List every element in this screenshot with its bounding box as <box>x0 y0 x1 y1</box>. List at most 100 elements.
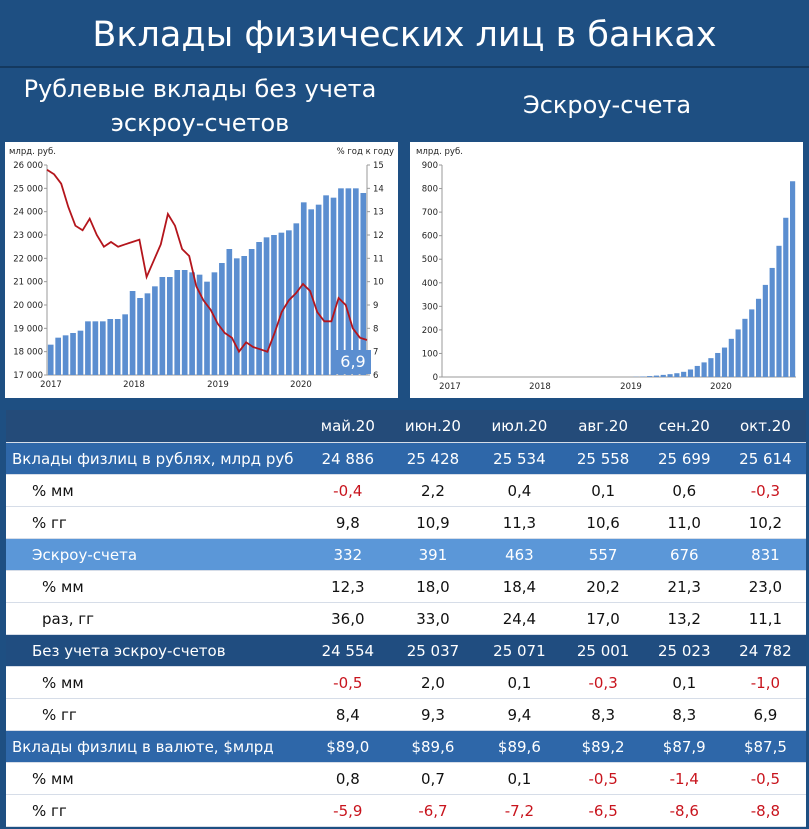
bar <box>248 249 255 375</box>
row-label: % гг <box>6 506 306 539</box>
month-header: авг.20 <box>562 410 644 443</box>
table-cell: -5,9 <box>306 794 390 827</box>
bar <box>174 270 181 375</box>
table-cell: $89,2 <box>562 730 644 763</box>
bar <box>776 245 782 377</box>
table-cell: 10,2 <box>724 506 806 539</box>
table-cell: 463 <box>476 538 563 571</box>
table-cell: 2,2 <box>389 474 477 507</box>
row-label: Без учета эскроу-счетов <box>6 634 306 667</box>
table-cell: 11,0 <box>643 506 725 539</box>
bar <box>660 374 666 377</box>
bar <box>694 365 700 377</box>
y-axis-unit: млрд. руб. <box>416 147 463 157</box>
escrow-chart: 0 100 200 300 400 500 600 700 800 900 млрд. руб. 20… <box>410 142 803 398</box>
bar <box>735 329 741 377</box>
latest-value-badge: 6,9 <box>335 350 371 374</box>
table-cell: 18,4 <box>476 570 563 603</box>
bar <box>114 319 121 375</box>
y2-tick-label: 8 <box>373 324 378 334</box>
y-tick-label: 18 000 <box>13 348 43 358</box>
table-row: Без учета эскроу-счетов 24 554 25 037 25 07… <box>6 634 806 667</box>
table-cell: $89,6 <box>389 730 477 763</box>
table-cell: -6,5 <box>562 794 644 827</box>
table-cell: 391 <box>389 538 477 571</box>
bar <box>107 319 114 375</box>
bar <box>219 263 225 375</box>
month-header: сен.20 <box>643 410 725 443</box>
table-row: Вклады физлиц в валюте, $млрд $89,0 $89,6 $… <box>6 730 806 763</box>
x-tick-label: 2019 <box>620 382 642 392</box>
y-tick-label: 23 000 <box>13 231 43 241</box>
bar <box>159 277 166 375</box>
table-cell: 25 534 <box>476 442 563 475</box>
table-cell: 10,6 <box>562 506 644 539</box>
y-tick-label: 17 000 <box>13 371 43 381</box>
bar <box>256 242 262 375</box>
table-cell: -0,4 <box>306 474 390 507</box>
table-cell: $87,9 <box>643 730 725 763</box>
escrow-chart-svg: 0 100 200 300 400 500 600 700 800 900 млрд. руб. 20… <box>416 147 796 392</box>
bar <box>263 237 270 375</box>
x-tick-label: 2017 <box>40 380 62 390</box>
row-label: Вклады физлиц в рублях, млрд руб <box>6 442 306 475</box>
y-tick-label: 20 000 <box>13 301 43 311</box>
y2-tick-label: 11 <box>373 254 384 264</box>
x-tick-label: 2020 <box>290 380 312 390</box>
bar <box>681 371 687 377</box>
table-cell: 36,0 <box>306 602 390 635</box>
y-tick-label: 26 000 <box>13 161 43 171</box>
bar <box>271 235 277 375</box>
table-cell: 8,4 <box>306 698 390 731</box>
y2-tick-label: 6 <box>373 371 378 381</box>
table-cell: $87,5 <box>724 730 806 763</box>
y-tick-label: 24 000 <box>13 208 43 218</box>
table-cell: 17,0 <box>562 602 644 635</box>
x-tick-label: 2020 <box>710 382 732 392</box>
y-tick-label: 22 000 <box>13 254 43 264</box>
y-tick-label: 0 <box>433 373 438 383</box>
y-tick-label: 25 000 <box>13 184 43 194</box>
bar <box>345 188 352 375</box>
y2-tick-label: 13 <box>373 208 384 218</box>
bar <box>152 286 158 375</box>
table-cell: 25 001 <box>562 634 644 667</box>
y-tick-label: 21 000 <box>13 278 43 288</box>
table-cell: 0,8 <box>306 762 390 795</box>
y2-tick-label: 15 <box>373 161 384 171</box>
table-cell: 18,0 <box>389 570 477 603</box>
table-row: % мм 0,8 0,7 0,1 -0,5 -1,4 -0,5 <box>6 762 806 795</box>
table-cell: 25 699 <box>643 442 725 475</box>
y2-axis-unit: % год к году <box>337 147 394 157</box>
subtitle-ruble-deposits: Рублевые вклады без учета эскроу-счетов <box>23 75 377 137</box>
table-cell: 12,3 <box>306 570 390 603</box>
table-cell: 0,6 <box>643 474 725 507</box>
bar <box>769 267 775 377</box>
page-title: Вклады физических лиц в банках <box>92 15 717 55</box>
table-cell: 25 558 <box>562 442 644 475</box>
table-cell: 24 554 <box>306 634 390 667</box>
row-label: раз, гг <box>6 602 306 635</box>
y-tick-label: 600 <box>422 232 438 242</box>
bar <box>204 281 210 375</box>
bar <box>647 376 653 377</box>
row-label: Эскроу-счета <box>6 538 306 571</box>
y-tick-label: 500 <box>422 255 438 265</box>
table-row: раз, гг 36,0 33,0 24,4 17,0 13,2 11,1 <box>6 602 806 635</box>
bar <box>708 358 714 377</box>
table-row: % гг -5,9 -6,7 -7,2 -6,5 -8,6 -8,8 <box>6 794 806 827</box>
row-label: % мм <box>6 570 306 603</box>
bar <box>701 362 707 377</box>
table-cell: -0,3 <box>562 666 644 699</box>
table-cell: 0,1 <box>476 762 563 795</box>
bar <box>715 352 721 377</box>
bar <box>77 330 84 375</box>
y2-tick-label: 9 <box>373 301 378 311</box>
y-tick-label: 19 000 <box>13 324 43 334</box>
ruble-deposits-chart-svg: 17 000 18 000 19 000 20 000 21 000 22 000 23 0… <box>9 147 394 390</box>
bar <box>99 321 106 375</box>
table-cell: 13,2 <box>643 602 725 635</box>
table-cell: 25 071 <box>476 634 563 667</box>
bar <box>323 195 329 375</box>
row-label: Вклады физлиц в валюте, $млрд <box>6 730 306 763</box>
